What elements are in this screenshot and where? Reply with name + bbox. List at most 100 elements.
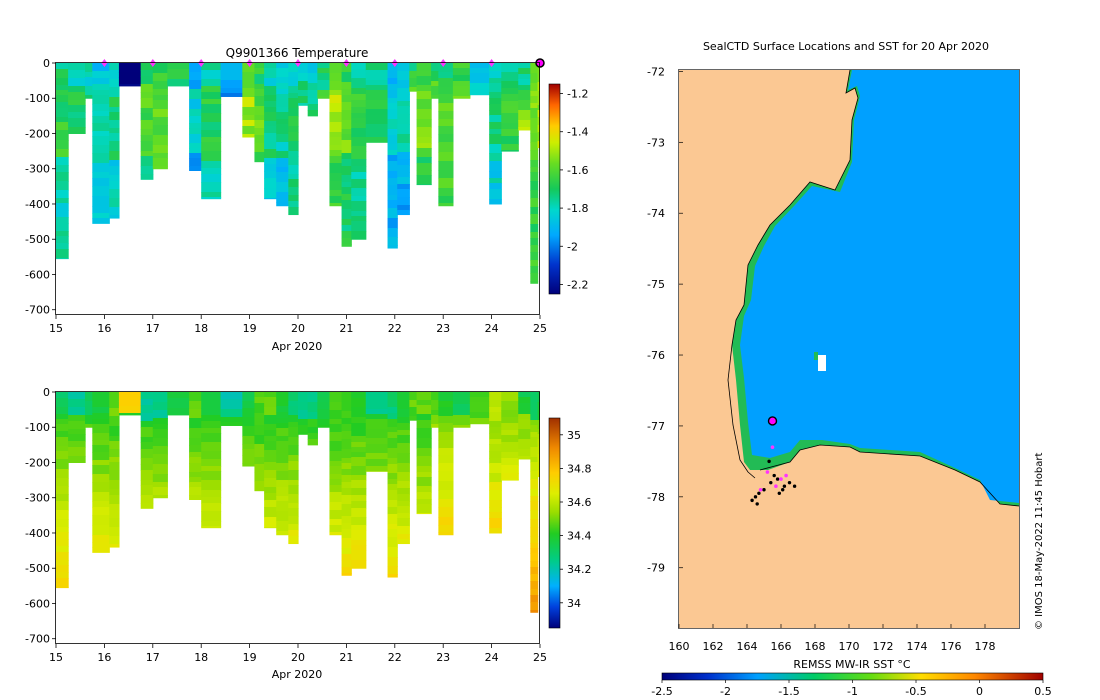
section-cell <box>307 427 318 434</box>
section-cell <box>518 414 531 420</box>
section-cell <box>56 532 69 540</box>
section-cell <box>530 91 539 97</box>
section-cell <box>365 80 389 86</box>
section-cell <box>387 392 398 401</box>
section-cell <box>397 526 410 535</box>
date-marker <box>101 59 108 67</box>
section-cell <box>92 501 110 508</box>
section-cell <box>518 403 531 409</box>
section-cell <box>109 408 120 417</box>
section-cell <box>438 188 454 197</box>
section-cell <box>469 73 490 84</box>
section-cell <box>341 238 352 245</box>
section-cell <box>387 413 398 420</box>
section-cell <box>317 425 331 428</box>
section-cell <box>452 68 471 76</box>
section-cell <box>409 78 418 88</box>
section-cell <box>329 525 343 533</box>
section-cell <box>416 456 432 467</box>
section-cell <box>351 63 367 70</box>
section-cell <box>489 183 502 190</box>
section-cell <box>152 166 168 170</box>
section-cell <box>276 423 289 429</box>
section-cell <box>140 113 154 121</box>
section-cell <box>452 425 471 428</box>
section-cell <box>530 574 539 582</box>
section-cell <box>189 166 202 171</box>
section-cell <box>118 413 142 416</box>
section-cell <box>56 431 69 438</box>
section-cell <box>85 86 93 96</box>
section-cell <box>152 418 168 425</box>
section-cell <box>501 63 519 73</box>
section-cell <box>530 160 539 168</box>
section-cell <box>201 497 222 504</box>
section-cell <box>438 142 454 153</box>
section-cell <box>329 492 343 503</box>
section-cell <box>276 496 289 502</box>
section-cell <box>438 481 454 491</box>
section-cell <box>537 470 540 478</box>
section-cell <box>276 448 289 454</box>
section-cell <box>56 102 69 109</box>
section-cell <box>288 116 299 127</box>
section-cell <box>518 74 531 80</box>
section-cell <box>530 479 539 490</box>
section-cell <box>341 153 352 160</box>
section-cell <box>118 401 142 407</box>
section-cell <box>140 464 154 471</box>
section-cell <box>92 63 110 72</box>
section-cell <box>530 167 539 173</box>
section-cell <box>109 449 120 458</box>
section-cell <box>530 260 539 267</box>
section-cell <box>56 578 69 588</box>
section-cell <box>365 466 389 472</box>
section-cell <box>92 482 110 493</box>
section-cell <box>298 432 309 435</box>
section-cell <box>276 521 289 532</box>
map-track-point <box>767 459 771 464</box>
map-profile-point <box>758 487 763 492</box>
section-cell <box>317 419 331 426</box>
section-cell <box>167 79 190 87</box>
section-cell <box>189 482 202 488</box>
map-ocean-patch <box>818 355 826 371</box>
section-cell <box>242 126 256 135</box>
section-cell <box>276 487 289 497</box>
section-cell <box>254 106 265 116</box>
section-cell <box>530 181 539 191</box>
section-cell <box>317 80 331 91</box>
salinity-axes-box <box>55 391 540 644</box>
date-marker <box>295 59 301 67</box>
section-cell <box>537 454 540 462</box>
section-cell <box>530 83 539 92</box>
section-cell <box>438 416 454 424</box>
section-cell <box>276 112 289 120</box>
section-cell <box>501 129 519 137</box>
section-cell <box>92 163 110 173</box>
section-cell <box>298 392 309 403</box>
section-cell <box>276 418 289 424</box>
section-cell <box>189 428 202 439</box>
section-cell <box>530 519 539 528</box>
section-cell <box>288 427 299 438</box>
section-cell <box>167 398 190 409</box>
section-cell <box>518 408 531 415</box>
section-cell <box>288 63 299 73</box>
section-cell <box>387 200 398 209</box>
section-cell <box>387 109 398 120</box>
map-y-ticks: -72 -73 -74 -75 -76 -77 -78 -79 <box>647 65 683 575</box>
map-x-tick-label: 168 <box>805 640 826 653</box>
section-cell <box>56 231 69 237</box>
map-y-tick-label: -78 <box>647 491 665 504</box>
section-cell <box>397 88 410 95</box>
section-cell <box>140 503 154 509</box>
section-cell <box>92 178 110 187</box>
section-cell <box>68 118 86 128</box>
section-cell <box>298 402 309 411</box>
section-cell <box>254 435 265 445</box>
section-cell <box>489 83 502 93</box>
section-cell <box>351 231 367 240</box>
section-cell <box>431 392 439 401</box>
section-cell <box>530 150 539 161</box>
